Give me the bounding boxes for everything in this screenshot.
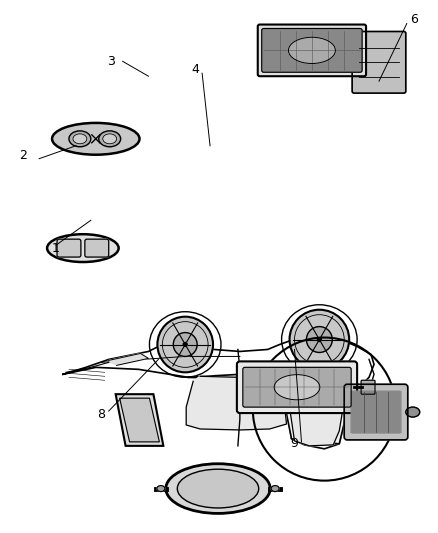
FancyBboxPatch shape <box>351 391 401 433</box>
Text: 6: 6 <box>410 13 418 26</box>
FancyBboxPatch shape <box>344 384 408 440</box>
Polygon shape <box>63 336 374 449</box>
Ellipse shape <box>52 123 140 155</box>
Text: 8: 8 <box>97 408 105 421</box>
Ellipse shape <box>157 486 165 491</box>
Ellipse shape <box>99 131 120 147</box>
Ellipse shape <box>173 333 197 357</box>
Text: 3: 3 <box>107 55 115 68</box>
FancyBboxPatch shape <box>237 361 357 413</box>
Text: 2: 2 <box>19 149 27 162</box>
FancyBboxPatch shape <box>57 239 81 257</box>
FancyBboxPatch shape <box>262 29 362 72</box>
Ellipse shape <box>103 134 117 144</box>
Text: 1: 1 <box>52 241 60 255</box>
FancyBboxPatch shape <box>258 25 366 76</box>
Ellipse shape <box>307 327 332 352</box>
Ellipse shape <box>47 234 119 262</box>
FancyBboxPatch shape <box>85 239 109 257</box>
Polygon shape <box>116 394 163 446</box>
Ellipse shape <box>183 343 187 346</box>
Ellipse shape <box>290 310 349 369</box>
FancyBboxPatch shape <box>361 380 375 394</box>
Ellipse shape <box>318 337 321 342</box>
Text: 9: 9 <box>290 438 298 450</box>
FancyBboxPatch shape <box>243 367 351 407</box>
Ellipse shape <box>69 131 91 147</box>
Polygon shape <box>186 376 286 430</box>
Ellipse shape <box>73 134 87 144</box>
FancyBboxPatch shape <box>352 31 406 93</box>
Ellipse shape <box>406 407 420 417</box>
Polygon shape <box>109 353 148 365</box>
Polygon shape <box>120 398 159 442</box>
Ellipse shape <box>166 464 270 513</box>
Polygon shape <box>290 376 347 446</box>
Ellipse shape <box>271 486 279 491</box>
Text: 4: 4 <box>191 63 199 76</box>
Ellipse shape <box>157 317 213 373</box>
Polygon shape <box>188 374 355 444</box>
Ellipse shape <box>274 375 320 400</box>
Ellipse shape <box>177 469 259 508</box>
Ellipse shape <box>289 37 336 63</box>
